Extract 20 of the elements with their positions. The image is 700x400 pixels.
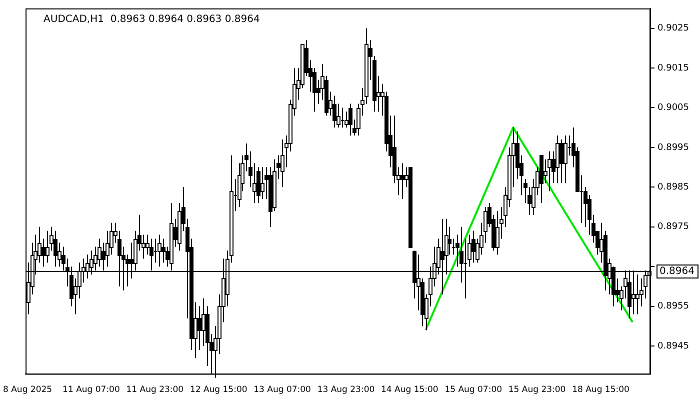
y-tick-label: 0.8955 <box>658 302 690 312</box>
x-tick-label: 13 Aug 23:00 <box>317 385 375 396</box>
y-tick-label: 0.8975 <box>658 222 690 232</box>
x-tick-label: 14 Aug 15:00 <box>381 385 438 396</box>
y-tick-label: 0.8985 <box>658 182 690 192</box>
x-tick-label: 15 Aug 23:00 <box>508 385 566 396</box>
x-tick-label: 11 Aug 23:00 <box>126 385 184 396</box>
x-tick-label: 12 Aug 15:00 <box>190 385 248 396</box>
ref-line-label: 0.8964 <box>660 266 695 278</box>
y-tick-label: 0.9015 <box>658 63 690 74</box>
y-tick-label: 0.9025 <box>658 24 690 34</box>
y-tick-label: 0.8945 <box>658 341 690 352</box>
y-tick-label: 0.8995 <box>658 142 690 153</box>
x-tick-label: 18 Aug 15:00 <box>572 385 630 396</box>
y-tick-label: 0.9005 <box>658 103 690 114</box>
x-tick-label: 13 Aug 07:00 <box>254 385 311 396</box>
text: AUDCAD,H1 0.8963 0.8964 0.8963 0.8964 <box>44 14 260 25</box>
x-tick-label: 8 Aug 2025 <box>3 385 52 396</box>
x-tick-label: 15 Aug 07:00 <box>444 385 502 396</box>
x-tick-label: 11 Aug 07:00 <box>62 385 120 396</box>
